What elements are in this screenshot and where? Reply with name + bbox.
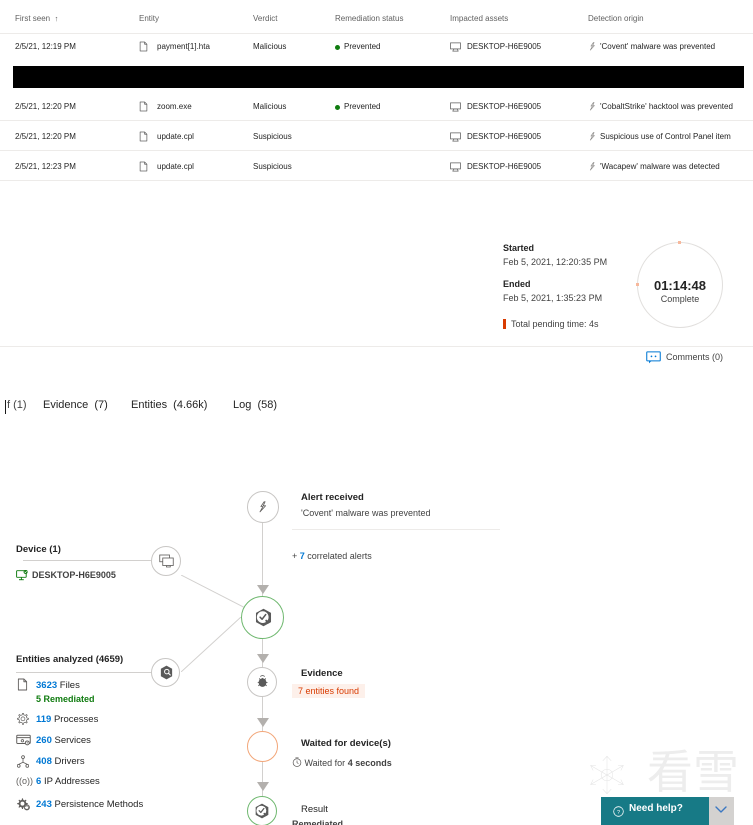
svg-text:看雪: 看雪 [647,746,739,798]
svg-text:?: ? [617,810,620,816]
